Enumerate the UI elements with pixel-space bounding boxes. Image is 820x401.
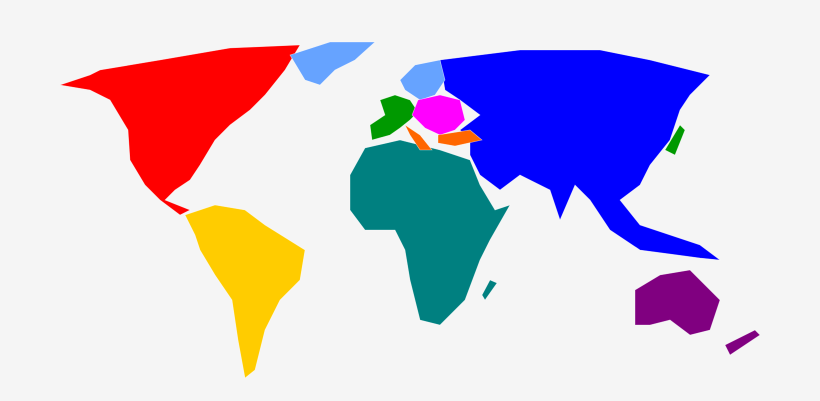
region-southern-europe-turkey	[404, 124, 433, 151]
region-madagascar	[481, 279, 498, 301]
region-australia	[634, 269, 721, 336]
region-africa	[349, 139, 511, 326]
region-turkey	[437, 129, 483, 147]
region-japan	[664, 124, 686, 156]
region-greenland	[289, 41, 376, 86]
region-south-america	[184, 204, 306, 379]
region-new-zealand	[724, 329, 761, 356]
region-scandinavia	[399, 59, 446, 101]
region-eastern-europe	[411, 94, 466, 136]
region-north-america	[59, 44, 301, 216]
